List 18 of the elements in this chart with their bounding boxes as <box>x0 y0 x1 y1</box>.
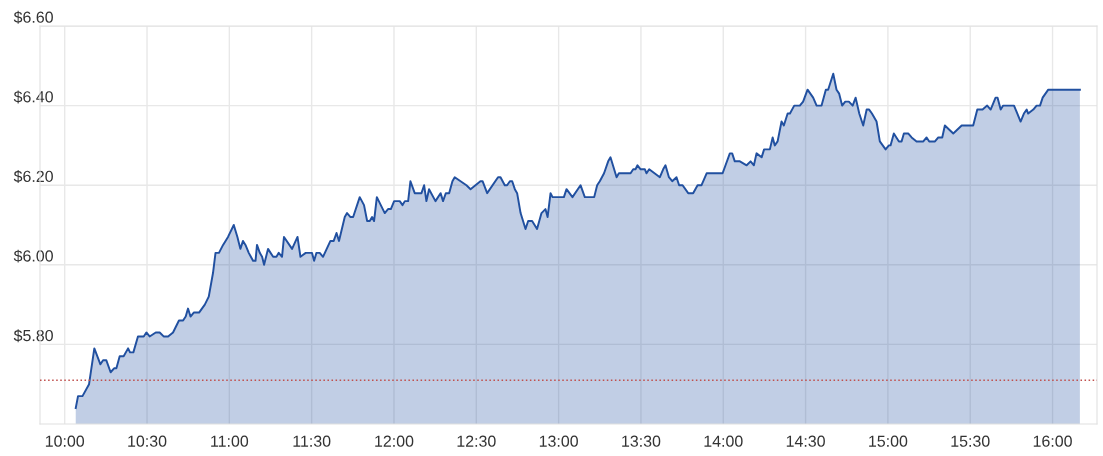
x-tick-label: 11:30 <box>293 435 331 447</box>
x-tick-label: 10:00 <box>45 435 85 447</box>
x-tick-label: 14:00 <box>704 435 743 447</box>
y-tick-label: $5.80 <box>13 329 53 343</box>
x-tick-label: 12:00 <box>375 435 414 447</box>
x-tick-label: 14:30 <box>786 435 825 447</box>
x-tick-label: 16:00 <box>1033 435 1072 447</box>
x-tick-label: 15:30 <box>951 435 990 447</box>
x-tick-label: 10:30 <box>128 435 167 447</box>
y-tick-label: $6.60 <box>13 10 53 24</box>
x-tick-label: 15:00 <box>869 435 908 447</box>
y-tick-label: $6.00 <box>13 249 53 263</box>
x-tick-label: 11:00 <box>211 435 249 447</box>
x-tick-label: 13:00 <box>539 435 578 447</box>
y-tick-label: $6.40 <box>13 90 53 104</box>
x-tick-label: 12:30 <box>457 435 496 447</box>
x-tick-label: 13:30 <box>622 435 661 447</box>
y-tick-label: $6.20 <box>13 170 53 183</box>
